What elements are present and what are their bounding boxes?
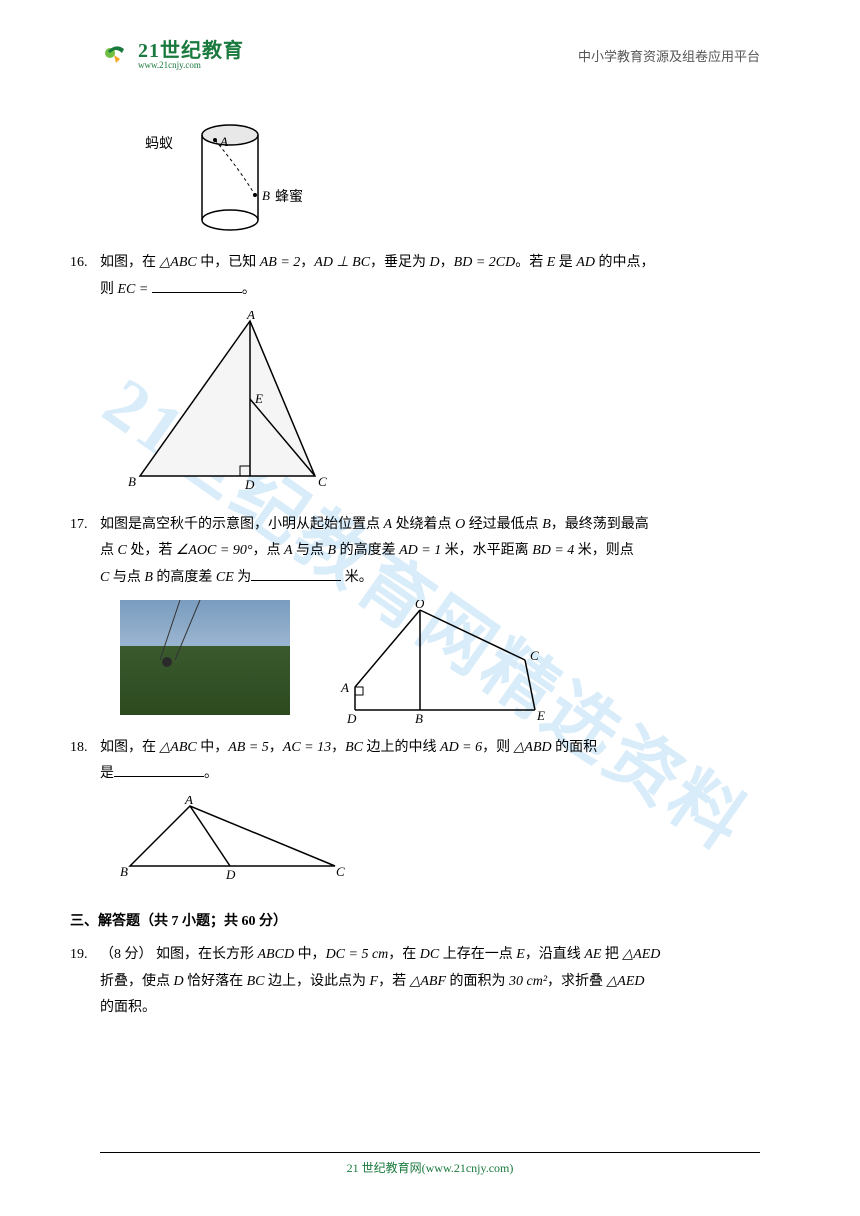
label-ant: 蚂蚁 xyxy=(145,132,173,159)
svg-text:B: B xyxy=(262,188,270,203)
q16-figure: A B C D E xyxy=(120,311,760,502)
svg-text:A: A xyxy=(246,311,255,322)
svg-text:E: E xyxy=(254,391,263,406)
question-17: 17. 如图是高空秋千的示意图，小明从起始位置点 A 处绕着点 O 经过最低点 … xyxy=(100,512,760,725)
svg-text:E: E xyxy=(536,708,545,723)
q16-blank xyxy=(152,279,242,293)
svg-text:D: D xyxy=(225,867,236,881)
logo-main-text: 21世纪教育 xyxy=(138,41,244,61)
svg-text:A: A xyxy=(340,680,349,695)
question-16: 16. 如图，在 △ABC 中，已知 AB = 2，AD ⊥ BC，垂足为 D，… xyxy=(100,250,760,502)
svg-text:C: C xyxy=(336,864,345,879)
svg-text:D: D xyxy=(244,477,255,491)
header-subtitle: 中小学教育资源及组卷应用平台 xyxy=(578,46,760,65)
q16-number: 16. xyxy=(70,250,88,277)
logo-sub-text: www.21cnjy.com xyxy=(138,61,244,70)
label-honey: 蜂蜜 xyxy=(275,185,303,212)
svg-text:D: D xyxy=(346,711,357,725)
q18-figure: A B C D xyxy=(120,796,760,892)
page-header: 21世纪教育 www.21cnjy.com 中小学教育资源及组卷应用平台 xyxy=(0,30,860,80)
question-19: 19. （8 分） 如图，在长方形 ABCD 中，DC = 5 cm，在 DC … xyxy=(100,942,760,1022)
q19-number: 19. xyxy=(70,942,88,969)
q15-figure: A B 蚂蚁 蜂蜜 xyxy=(140,120,320,250)
svg-text:B: B xyxy=(415,711,423,725)
svg-text:B: B xyxy=(120,864,128,879)
page-footer: 21 世纪教育网(www.21cnjy.com) xyxy=(100,1152,760,1176)
section-3-title: 三、解答题（共 7 小题；共 60 分） xyxy=(70,909,760,936)
q18-number: 18. xyxy=(70,735,88,762)
q17-blank xyxy=(251,567,341,581)
swing-photo xyxy=(120,600,290,715)
svg-text:C: C xyxy=(530,648,539,663)
q16-triangle: △ABC xyxy=(160,255,197,270)
svg-text:A: A xyxy=(219,134,228,149)
svg-text:O: O xyxy=(415,600,425,611)
q18-blank xyxy=(114,763,204,777)
footer-text: 21 世纪教育网(www.21cnjy.com) xyxy=(347,1161,514,1175)
main-content: A B 蚂蚁 蜂蜜 16. 如图，在 △ABC 中，已知 AB = 2，AD ⊥… xyxy=(100,120,760,1032)
logo-icon xyxy=(100,39,132,71)
svg-text:A: A xyxy=(184,796,193,807)
question-18: 18. 如图，在 △ABC 中，AB = 5，AC = 13，BC 边上的中线 … xyxy=(100,735,760,892)
svg-text:C: C xyxy=(318,474,327,489)
q16-text: 如图，在 xyxy=(100,255,160,270)
svg-text:B: B xyxy=(128,474,136,489)
q17-figure: O A B C D E xyxy=(120,600,760,725)
logo: 21世纪教育 www.21cnjy.com xyxy=(100,39,244,71)
q17-number: 17. xyxy=(70,512,88,539)
